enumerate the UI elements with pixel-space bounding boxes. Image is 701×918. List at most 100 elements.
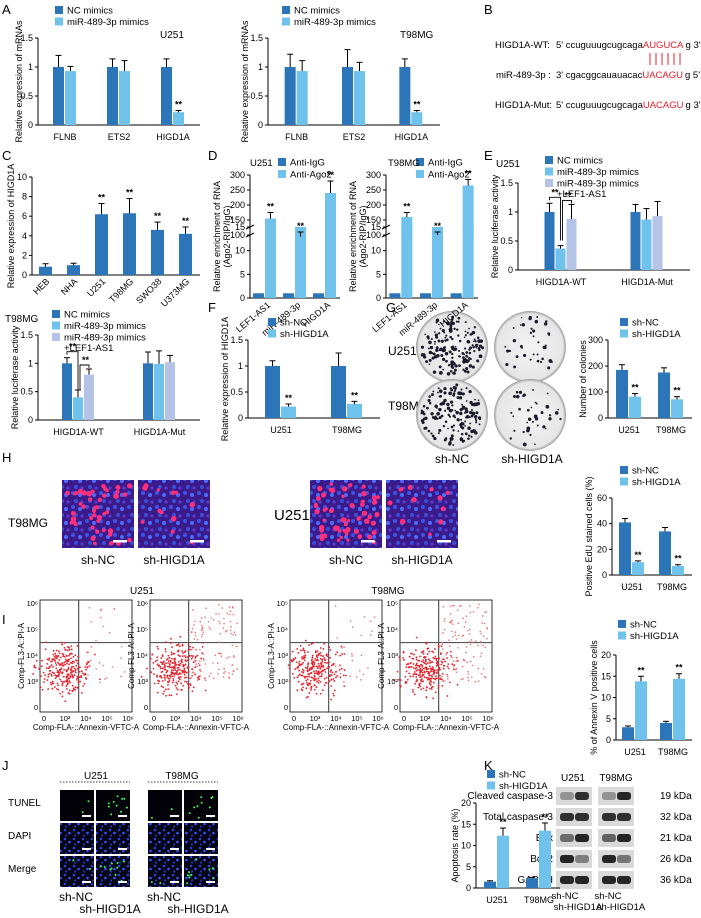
flow-event	[420, 660, 423, 663]
y-tick-label: 10⁶	[27, 599, 38, 608]
legend-swatch	[278, 170, 286, 178]
colony	[462, 407, 465, 410]
y-tick-label: 6	[22, 211, 27, 221]
flow-event	[204, 689, 207, 692]
base-pair-lines	[649, 53, 681, 65]
colony	[534, 443, 536, 445]
j-row-label-merge: Merge	[8, 864, 37, 875]
flow-event	[417, 686, 420, 689]
flow-event	[204, 616, 206, 619]
flow-event	[477, 644, 479, 647]
edu-nucleus	[411, 496, 417, 503]
flow-event	[51, 682, 54, 685]
flow-event	[322, 664, 325, 667]
flow-event	[159, 674, 162, 677]
flow-event	[68, 689, 71, 692]
flow-event	[432, 681, 435, 684]
colony	[438, 428, 442, 432]
flow-event	[199, 620, 202, 623]
blot-band	[617, 834, 631, 842]
legend-swatch	[620, 329, 628, 338]
edu-nucleus	[399, 518, 406, 525]
flow-event	[467, 641, 470, 643]
colony	[452, 444, 455, 447]
flow-event	[425, 696, 428, 699]
flow-event	[193, 624, 195, 626]
y-tick-label: 0.5	[250, 91, 263, 101]
flow-event	[90, 646, 93, 648]
tunel-positive-cell	[72, 859, 75, 862]
bar	[526, 878, 538, 888]
flow-event	[63, 646, 66, 649]
flow-event	[319, 680, 322, 683]
flow-event	[196, 679, 199, 681]
panel-letter-f: F	[208, 300, 216, 315]
flow-event	[150, 671, 153, 674]
flow-event	[484, 676, 487, 679]
colony	[420, 409, 423, 412]
flow-event	[183, 667, 186, 670]
tunel-positive-cell	[87, 800, 90, 803]
significance-label: **	[82, 355, 90, 365]
flow-event	[419, 655, 421, 658]
flow-event	[443, 620, 446, 622]
flow-event	[420, 688, 423, 691]
flow-event	[77, 681, 80, 684]
edu-nucleus	[399, 487, 404, 491]
flow-event	[426, 662, 429, 664]
colony	[478, 423, 481, 426]
colony	[473, 338, 476, 341]
legend-swatch	[268, 329, 276, 338]
flow-event	[140, 675, 143, 678]
colony	[438, 371, 443, 375]
flow-event	[303, 659, 306, 662]
flow-event	[170, 637, 172, 640]
colony	[433, 340, 436, 343]
flow-event	[429, 684, 432, 686]
edu-nucleus	[341, 486, 348, 492]
flow-event	[444, 628, 446, 631]
flow-event	[35, 659, 38, 662]
flow-event	[444, 660, 447, 663]
flow-event	[67, 673, 70, 676]
colony	[449, 437, 452, 440]
flow-event	[163, 690, 166, 693]
flow-event	[179, 635, 182, 638]
edu-nucleus	[313, 503, 319, 509]
flow-event	[44, 648, 47, 651]
flow-event	[421, 665, 424, 668]
significance-label: **	[673, 386, 681, 396]
flow-event	[485, 611, 488, 613]
colony	[443, 391, 447, 395]
flow-event	[61, 684, 64, 687]
legend-label: sh-NC	[632, 466, 659, 477]
flow-event	[60, 680, 63, 683]
flow-event	[95, 668, 97, 670]
colony	[420, 345, 425, 349]
colony	[510, 411, 513, 414]
flow-event	[58, 672, 60, 674]
flow-event	[60, 641, 63, 644]
bar	[342, 67, 353, 125]
flow-event	[80, 670, 83, 673]
flow-event	[456, 609, 459, 611]
x-axis-label: Comp-FLA-::Annexin-VFTC-A	[393, 723, 500, 732]
colony	[539, 360, 543, 364]
legend-swatch	[268, 318, 276, 326]
colony	[422, 404, 426, 408]
flow-event	[310, 689, 312, 691]
flow-event	[177, 654, 180, 657]
y-tick-label: 15	[371, 222, 381, 232]
edu-nucleus	[348, 483, 353, 488]
flow-event	[179, 669, 181, 671]
flow-event	[180, 669, 183, 672]
flow-event	[232, 613, 235, 616]
flow-event	[120, 645, 123, 648]
flow-event	[232, 633, 235, 636]
flow-event	[70, 661, 73, 664]
colony	[466, 370, 470, 374]
flow-event	[225, 629, 228, 632]
colony	[437, 339, 441, 343]
flow-event	[55, 687, 58, 690]
